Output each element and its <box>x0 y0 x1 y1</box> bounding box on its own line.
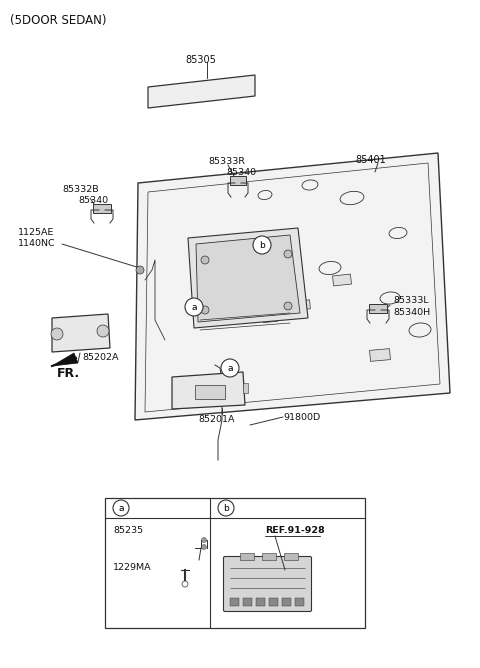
Text: FR.: FR. <box>57 367 80 380</box>
Circle shape <box>97 325 109 337</box>
Text: 85333L: 85333L <box>393 296 429 305</box>
Polygon shape <box>52 353 78 366</box>
Text: a: a <box>191 303 197 311</box>
Circle shape <box>51 328 63 340</box>
Circle shape <box>218 500 234 516</box>
Bar <box>295 598 304 606</box>
Text: 85235: 85235 <box>113 526 143 535</box>
Bar <box>240 553 254 560</box>
Circle shape <box>284 250 292 258</box>
Bar <box>230 598 239 606</box>
Circle shape <box>113 500 129 516</box>
Polygon shape <box>263 313 277 323</box>
Text: 91800D: 91800D <box>283 413 320 422</box>
Polygon shape <box>196 235 300 322</box>
Circle shape <box>201 256 209 264</box>
Circle shape <box>201 306 209 314</box>
Text: b: b <box>223 504 229 512</box>
Bar <box>243 598 252 606</box>
Circle shape <box>284 302 292 310</box>
Circle shape <box>221 359 239 377</box>
Text: a: a <box>118 504 124 512</box>
FancyBboxPatch shape <box>224 556 312 611</box>
Polygon shape <box>294 300 311 310</box>
Text: 85340: 85340 <box>226 168 256 177</box>
Bar <box>282 598 291 606</box>
Text: 85401: 85401 <box>355 155 386 165</box>
Bar <box>243 383 248 393</box>
Text: 85332B: 85332B <box>62 185 98 194</box>
Text: 85305: 85305 <box>185 55 216 65</box>
Polygon shape <box>369 304 387 313</box>
Text: REF.91-928: REF.91-928 <box>265 526 325 535</box>
Circle shape <box>202 544 206 550</box>
Text: 1140NC: 1140NC <box>18 239 56 248</box>
Text: 1125AE: 1125AE <box>18 228 54 237</box>
Polygon shape <box>188 228 308 328</box>
Polygon shape <box>93 204 111 213</box>
Text: 85333R: 85333R <box>208 157 245 166</box>
Text: 85340H: 85340H <box>393 308 430 317</box>
Circle shape <box>253 236 271 254</box>
Circle shape <box>202 538 206 542</box>
Text: 85202A: 85202A <box>82 353 119 362</box>
Text: 85201A: 85201A <box>198 415 235 424</box>
Circle shape <box>185 298 203 316</box>
Polygon shape <box>333 274 351 286</box>
Polygon shape <box>172 372 245 409</box>
Polygon shape <box>52 314 110 352</box>
Polygon shape <box>148 75 255 108</box>
Text: a: a <box>227 363 233 373</box>
Bar <box>269 598 278 606</box>
Polygon shape <box>135 153 450 420</box>
Bar <box>195 385 225 399</box>
Bar <box>262 553 276 560</box>
Circle shape <box>182 581 188 587</box>
Bar <box>105 498 365 628</box>
Polygon shape <box>370 349 390 361</box>
Text: 1229MA: 1229MA <box>113 563 152 572</box>
Text: (5DOOR SEDAN): (5DOOR SEDAN) <box>10 14 107 27</box>
Bar <box>284 553 298 560</box>
Polygon shape <box>230 176 246 185</box>
Circle shape <box>136 266 144 274</box>
Text: b: b <box>259 240 265 250</box>
Text: 85340: 85340 <box>78 196 108 205</box>
Bar <box>256 598 265 606</box>
